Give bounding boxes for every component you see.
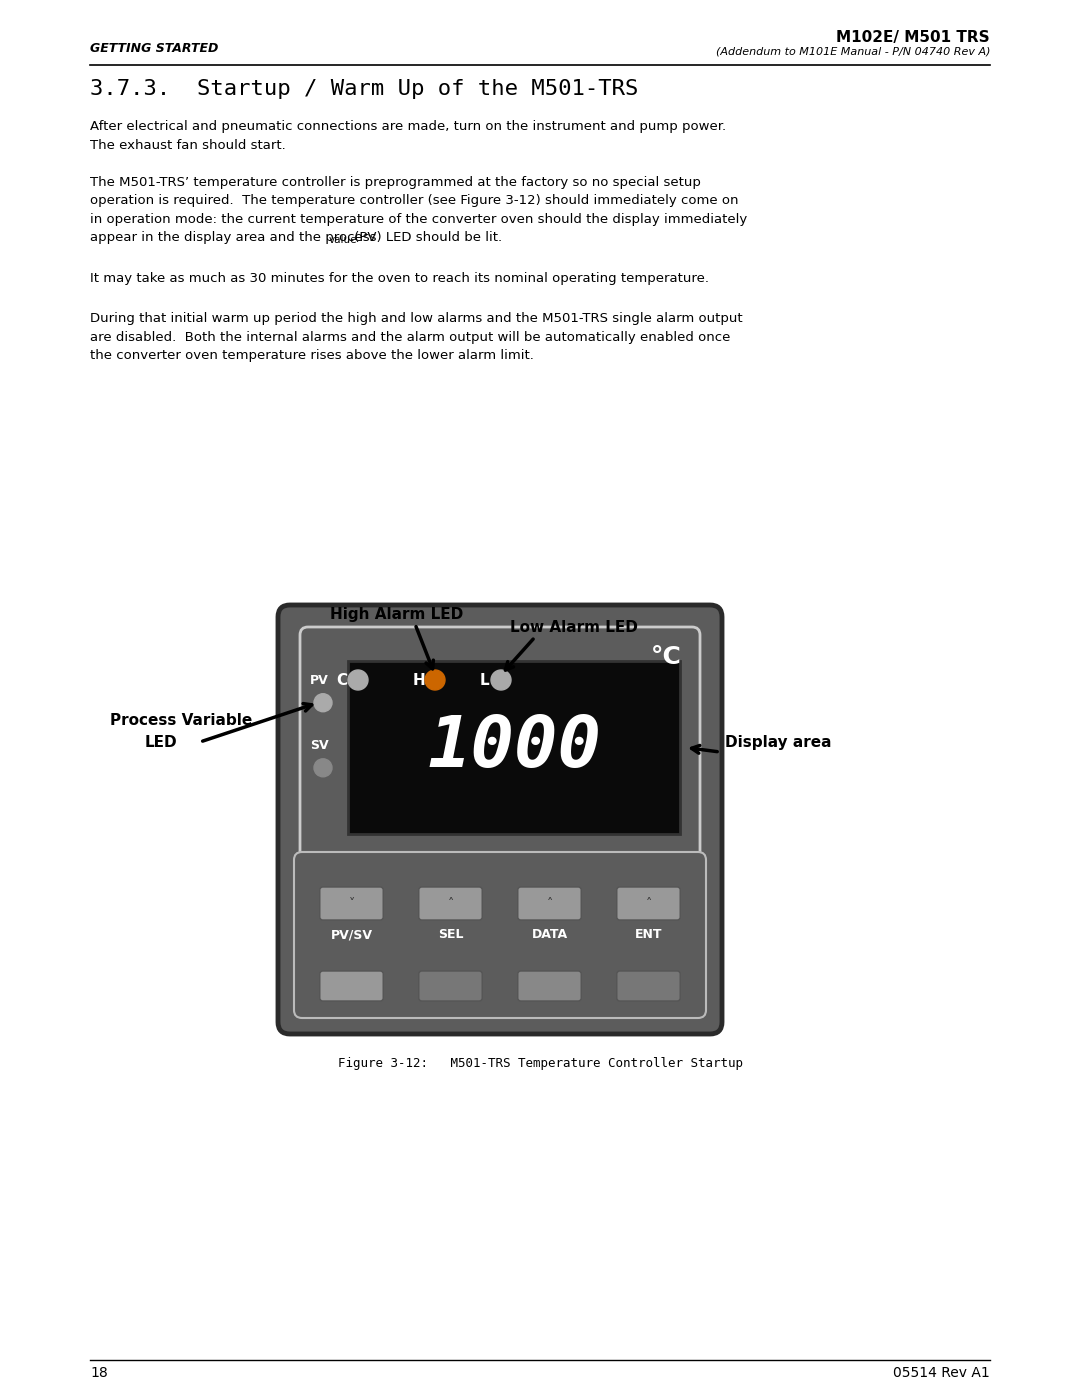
Circle shape [314, 759, 332, 777]
Text: The exhaust fan should start.: The exhaust fan should start. [90, 138, 286, 151]
Text: The M501-TRS’ temperature controller is preprogrammed at the factory so no speci: The M501-TRS’ temperature controller is … [90, 176, 701, 189]
Text: in operation mode: the current temperature of the converter oven should the disp: in operation mode: the current temperatu… [90, 212, 747, 225]
Text: ˄: ˄ [447, 897, 454, 909]
Text: L: L [480, 672, 489, 687]
Text: High Alarm LED: High Alarm LED [330, 608, 463, 622]
Text: value: value [328, 235, 356, 244]
Text: After electrical and pneumatic connections are made, turn on the instrument and : After electrical and pneumatic connectio… [90, 120, 726, 133]
Text: SEL: SEL [437, 929, 463, 942]
Text: 3.7.3.  Startup / Warm Up of the M501-TRS: 3.7.3. Startup / Warm Up of the M501-TRS [90, 80, 638, 99]
FancyBboxPatch shape [617, 971, 680, 1002]
Text: operation is required.  The temperature controller (see Figure 3-12) should imme: operation is required. The temperature c… [90, 194, 739, 207]
Text: °C: °C [651, 645, 681, 669]
Text: Figure 3-12:   M501-TRS Temperature Controller Startup: Figure 3-12: M501-TRS Temperature Contro… [337, 1058, 743, 1070]
FancyBboxPatch shape [419, 887, 482, 921]
Text: LED: LED [145, 735, 177, 750]
Circle shape [491, 671, 511, 690]
Text: GETTING STARTED: GETTING STARTED [90, 42, 218, 54]
Text: are disabled.  Both the internal alarms and the alarm output will be automatical: are disabled. Both the internal alarms a… [90, 331, 730, 344]
FancyBboxPatch shape [278, 605, 723, 1034]
FancyBboxPatch shape [294, 852, 706, 1018]
Text: ˄: ˄ [546, 897, 553, 909]
Text: DATA: DATA [531, 929, 568, 942]
Text: (PV) LED should be lit.: (PV) LED should be lit. [350, 231, 502, 244]
Text: C: C [336, 672, 347, 687]
Text: 05514 Rev A1: 05514 Rev A1 [893, 1366, 990, 1380]
FancyBboxPatch shape [300, 627, 700, 861]
Text: H: H [413, 672, 426, 687]
Text: PV: PV [310, 673, 328, 687]
FancyBboxPatch shape [320, 971, 383, 1002]
FancyBboxPatch shape [517, 887, 581, 921]
Circle shape [348, 671, 368, 690]
Text: Display area: Display area [725, 735, 832, 750]
Bar [348, 661, 680, 834]
Text: 1000: 1000 [427, 712, 600, 782]
Text: M102E/ M501 TRS: M102E/ M501 TRS [836, 29, 990, 45]
Text: ˅: ˅ [349, 897, 354, 909]
Text: SV: SV [310, 739, 328, 752]
Text: Low Alarm LED: Low Alarm LED [510, 620, 638, 636]
FancyBboxPatch shape [517, 971, 581, 1002]
FancyBboxPatch shape [419, 971, 482, 1002]
Text: During that initial warm up period the high and low alarms and the M501-TRS sing: During that initial warm up period the h… [90, 313, 743, 326]
Text: ˄: ˄ [646, 897, 651, 909]
Text: ENT: ENT [635, 929, 662, 942]
FancyBboxPatch shape [617, 887, 680, 921]
Circle shape [314, 694, 332, 711]
Text: the converter oven temperature rises above the lower alarm limit.: the converter oven temperature rises abo… [90, 349, 534, 362]
Text: Process Variable: Process Variable [110, 712, 253, 728]
Text: It may take as much as 30 minutes for the oven to reach its nominal operating te: It may take as much as 30 minutes for th… [90, 271, 708, 285]
Text: (Addendum to M101E Manual - P/N 04740 Rev A): (Addendum to M101E Manual - P/N 04740 Re… [715, 46, 990, 56]
Text: appear in the display area and the process: appear in the display area and the proce… [90, 231, 381, 244]
Circle shape [426, 671, 445, 690]
Text: PV/SV: PV/SV [330, 929, 373, 942]
Text: 18: 18 [90, 1366, 108, 1380]
FancyBboxPatch shape [320, 887, 383, 921]
